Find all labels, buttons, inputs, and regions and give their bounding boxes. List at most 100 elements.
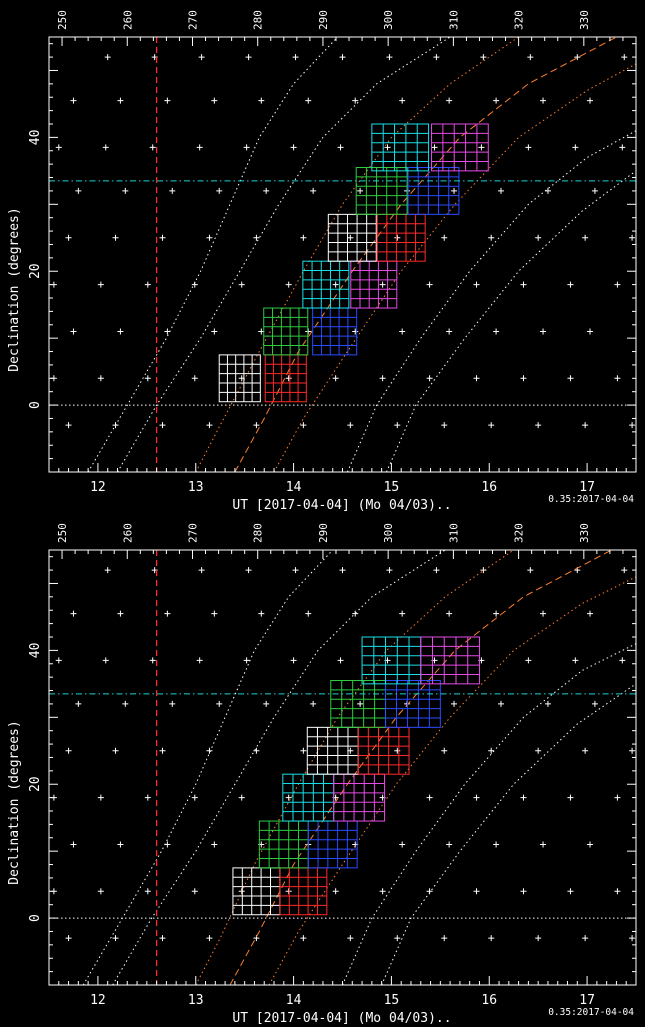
grid-cross bbox=[540, 841, 547, 848]
grid-cross bbox=[619, 144, 626, 151]
field-green-3 bbox=[258, 820, 309, 869]
field-green-3 bbox=[263, 307, 309, 356]
grid-cross bbox=[332, 888, 339, 895]
y-axis-label: Declination (degrees) bbox=[7, 720, 22, 884]
grid-cross bbox=[473, 888, 480, 895]
grid-cross bbox=[535, 422, 542, 429]
x-tick-label: 15 bbox=[384, 993, 400, 1008]
grid-cross bbox=[451, 187, 458, 194]
field-outline bbox=[263, 307, 309, 356]
grid-cross bbox=[97, 888, 104, 895]
grid-cross bbox=[535, 747, 542, 754]
grid-cross bbox=[352, 610, 359, 617]
grid-cross bbox=[238, 281, 245, 288]
x-tick-label: 17 bbox=[579, 993, 595, 1008]
grid-cross bbox=[292, 54, 299, 61]
grid-cross bbox=[65, 422, 72, 429]
grid-cross bbox=[572, 657, 579, 664]
grid-cross bbox=[433, 54, 440, 61]
grid-cross bbox=[352, 97, 359, 104]
grid-cross bbox=[169, 700, 176, 707]
grid-cross bbox=[70, 97, 77, 104]
grid-cross bbox=[520, 794, 527, 801]
grid-cross bbox=[567, 281, 574, 288]
grid-cross bbox=[535, 234, 542, 241]
field-cyan-11 bbox=[371, 123, 430, 172]
grid-cross bbox=[196, 657, 203, 664]
grid-cross bbox=[102, 144, 109, 151]
grid-cross bbox=[55, 657, 62, 664]
top-tick-label: 270 bbox=[186, 10, 199, 30]
grid-cross bbox=[65, 234, 72, 241]
grid-cross bbox=[441, 747, 448, 754]
grid-cross bbox=[426, 375, 433, 382]
grid-cross bbox=[357, 700, 364, 707]
grid-cross bbox=[386, 567, 393, 574]
grid-cross bbox=[305, 97, 312, 104]
grid-cross bbox=[629, 935, 636, 942]
grid-cross bbox=[211, 841, 218, 848]
grid-cross bbox=[206, 234, 213, 241]
field-outline bbox=[333, 773, 386, 822]
field-outline bbox=[327, 213, 377, 262]
grid-cross bbox=[196, 144, 203, 151]
grid-cross bbox=[527, 54, 534, 61]
grid-cross bbox=[473, 794, 480, 801]
grid-cross bbox=[527, 567, 534, 574]
grid-cross bbox=[332, 281, 339, 288]
grid-cross bbox=[75, 187, 82, 194]
grid-cross bbox=[451, 700, 458, 707]
field-outline bbox=[385, 680, 441, 728]
x-tick-label: 14 bbox=[286, 993, 302, 1008]
declination-chart-top: 12 13 14 15 16 17 250 260 270 280 290 300 310 320 330 0… bbox=[7, 10, 637, 513]
field-outline bbox=[361, 636, 422, 685]
top-tick-label: 260 bbox=[121, 523, 134, 543]
top-tick-label: 250 bbox=[56, 523, 69, 543]
top-tick-label: 320 bbox=[513, 10, 526, 30]
grid-cross bbox=[497, 700, 504, 707]
grid-cross bbox=[399, 328, 406, 335]
field-blue-4 bbox=[307, 820, 358, 869]
grid-cross bbox=[473, 281, 480, 288]
top-tick-label: 300 bbox=[382, 10, 395, 30]
airmass-curve-7 bbox=[381, 683, 636, 985]
grid-cross bbox=[446, 328, 453, 335]
timestamp-stamp: 0.35:2017-04-04 bbox=[548, 494, 634, 505]
grid-cross bbox=[446, 97, 453, 104]
top-tick-label: 290 bbox=[317, 10, 330, 30]
grid-cross bbox=[493, 328, 500, 335]
grid-cross bbox=[497, 187, 504, 194]
grid-cross bbox=[144, 794, 151, 801]
grid-cross bbox=[104, 567, 111, 574]
grid-cross bbox=[540, 328, 547, 335]
grid-cross bbox=[567, 888, 574, 895]
grid-cross bbox=[310, 187, 317, 194]
grid-cross bbox=[117, 97, 124, 104]
grid-cross bbox=[206, 935, 213, 942]
grid-cross bbox=[159, 747, 166, 754]
grid-cross bbox=[191, 888, 198, 895]
plot-area bbox=[49, 37, 636, 472]
grid-cross bbox=[357, 187, 364, 194]
grid-cross bbox=[216, 187, 223, 194]
grid-cross bbox=[117, 610, 124, 617]
grid-cross bbox=[238, 794, 245, 801]
grid-cross bbox=[305, 610, 312, 617]
grid-cross bbox=[614, 888, 621, 895]
airmass-curve-4 bbox=[229, 550, 612, 985]
grid-cross bbox=[535, 935, 542, 942]
grid-cross bbox=[591, 187, 598, 194]
top-tick-label: 280 bbox=[252, 523, 265, 543]
grid-cross bbox=[112, 234, 119, 241]
grid-cross bbox=[112, 935, 119, 942]
plot-area bbox=[49, 550, 636, 985]
grid-cross bbox=[525, 657, 532, 664]
x-tick-label: 16 bbox=[481, 480, 497, 495]
grid-cross bbox=[159, 234, 166, 241]
grid-cross bbox=[122, 700, 129, 707]
grid-cross bbox=[587, 97, 594, 104]
grid-cross bbox=[426, 281, 433, 288]
grid-cross bbox=[473, 375, 480, 382]
grid-cross bbox=[300, 747, 307, 754]
grid-cross bbox=[310, 700, 317, 707]
